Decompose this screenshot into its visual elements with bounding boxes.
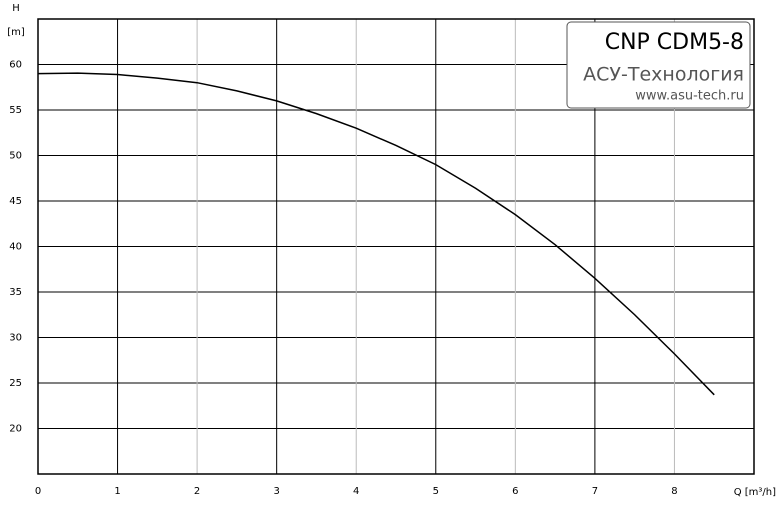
y-tick-label: 30 xyxy=(9,333,22,344)
x-tick-label: 2 xyxy=(194,486,200,497)
x-tick-label: 8 xyxy=(671,486,677,497)
y-tick-label: 45 xyxy=(9,196,22,207)
box-title: CNP CDM5-8 xyxy=(605,30,744,55)
x-tick-label: 5 xyxy=(433,486,439,497)
x-tick-label: 4 xyxy=(353,486,359,497)
curve xyxy=(37,72,715,396)
y-tick-label: 55 xyxy=(9,105,22,116)
y-tick-label: 60 xyxy=(9,60,22,71)
x-tick-label: 1 xyxy=(114,486,120,497)
y-tick-label: 35 xyxy=(9,287,22,298)
y-tick-label: 40 xyxy=(9,242,22,253)
x-tick-label: 3 xyxy=(273,486,279,497)
x-tick-label: 6 xyxy=(512,486,518,497)
y-tick-label: 50 xyxy=(9,151,22,162)
y-axis-label: H xyxy=(12,3,20,14)
x-axis-label: Q [m³/h] xyxy=(734,487,776,498)
box-website: www.asu-tech.ru xyxy=(635,89,744,104)
y-axis-unit: [m] xyxy=(7,27,25,38)
x-tick-label: 0 xyxy=(35,486,41,497)
box-company: АСУ-Технология xyxy=(583,64,744,86)
label-box xyxy=(566,21,751,109)
plot-frame xyxy=(37,18,755,475)
y-tick-label: 25 xyxy=(9,378,22,389)
x-tick-label: 7 xyxy=(592,486,598,497)
y-tick-label: 20 xyxy=(9,424,22,435)
